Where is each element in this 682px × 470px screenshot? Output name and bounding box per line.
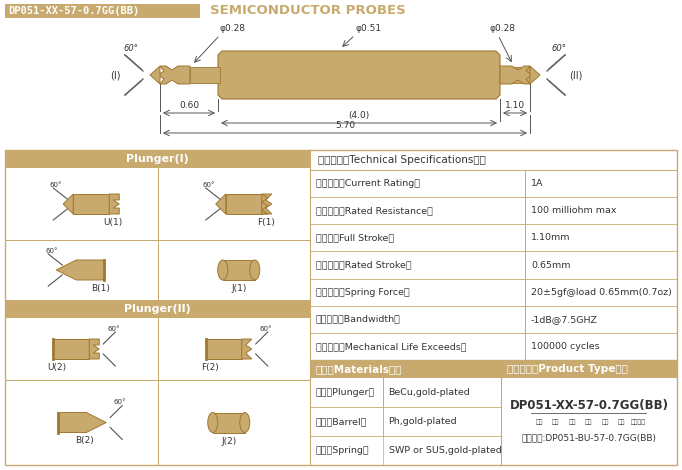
Polygon shape <box>53 339 89 359</box>
Text: 60°: 60° <box>107 326 119 332</box>
Text: 100 milliohm max: 100 milliohm max <box>531 206 617 215</box>
Bar <box>310 360 501 378</box>
Bar <box>190 67 220 83</box>
Polygon shape <box>241 339 252 359</box>
Text: F(2): F(2) <box>201 363 219 372</box>
Text: φ0.28: φ0.28 <box>220 24 246 33</box>
Bar <box>5 150 310 168</box>
Text: 额定弹力（Spring Force）: 额定弹力（Spring Force） <box>316 288 410 297</box>
Text: F(1): F(1) <box>257 218 275 227</box>
Text: 60°: 60° <box>114 400 126 406</box>
Text: 系列: 系列 <box>535 419 543 424</box>
Text: 总长: 总长 <box>585 419 593 424</box>
Polygon shape <box>226 194 262 214</box>
Ellipse shape <box>240 413 250 432</box>
Text: 20±5gf@load 0.65mm(0.7oz): 20±5gf@load 0.65mm(0.7oz) <box>531 288 672 297</box>
Text: Ph,gold-plated: Ph,gold-plated <box>389 417 457 426</box>
Text: 0.60: 0.60 <box>179 101 199 110</box>
FancyBboxPatch shape <box>5 150 677 465</box>
Text: 60°: 60° <box>259 326 272 332</box>
Polygon shape <box>158 66 190 84</box>
Text: 头型: 头型 <box>569 419 576 424</box>
Polygon shape <box>262 194 271 214</box>
Ellipse shape <box>218 260 228 280</box>
Text: 60°: 60° <box>552 44 567 53</box>
Polygon shape <box>206 339 241 359</box>
Text: 60°: 60° <box>50 182 63 188</box>
Text: U(2): U(2) <box>48 363 67 372</box>
Ellipse shape <box>208 413 218 432</box>
Text: 5.70: 5.70 <box>335 121 355 130</box>
Text: SWP or SUS,gold-plated: SWP or SUS,gold-plated <box>389 446 501 455</box>
Text: BeCu,gold-plated: BeCu,gold-plated <box>389 388 471 397</box>
Text: SEMICONDUCTOR PROBES: SEMICONDUCTOR PROBES <box>210 5 406 17</box>
Text: B(1): B(1) <box>91 284 110 293</box>
Polygon shape <box>213 413 245 432</box>
Text: 成品型号（Product Type）：: 成品型号（Product Type）： <box>507 364 627 374</box>
Text: 弹力: 弹力 <box>602 419 609 424</box>
Text: (4.0): (4.0) <box>349 111 370 120</box>
Polygon shape <box>530 66 540 84</box>
Text: (I): (I) <box>110 70 121 80</box>
Text: φ0.51: φ0.51 <box>355 24 381 33</box>
Text: 订购举例:DP051-BU-57-0.7GG(BB): 订购举例:DP051-BU-57-0.7GG(BB) <box>522 433 656 442</box>
Text: 0.65mm: 0.65mm <box>531 260 571 269</box>
Text: 弹簧（Spring）: 弹簧（Spring） <box>316 446 370 455</box>
Text: (II): (II) <box>569 70 582 80</box>
Polygon shape <box>109 194 119 214</box>
Polygon shape <box>56 260 104 280</box>
Text: Plunger(I): Plunger(I) <box>126 154 189 164</box>
Polygon shape <box>58 413 106 432</box>
Bar <box>5 300 310 318</box>
Polygon shape <box>223 260 255 280</box>
Polygon shape <box>218 51 500 99</box>
Text: 1.10: 1.10 <box>505 101 525 110</box>
Text: 60°: 60° <box>123 44 138 53</box>
Polygon shape <box>216 194 226 214</box>
Text: 频率带宽（Bandwidth）: 频率带宽（Bandwidth） <box>316 315 401 324</box>
Text: 额定电限（Rated Resistance）: 额定电限（Rated Resistance） <box>316 206 433 215</box>
Text: 镍金: 镍金 <box>618 419 625 424</box>
Text: 针管（Barrel）: 针管（Barrel） <box>316 417 368 426</box>
Text: 规格: 规格 <box>552 419 560 424</box>
Text: J(1): J(1) <box>231 284 246 293</box>
Text: 针头（Plunger）: 针头（Plunger） <box>316 388 375 397</box>
Text: 针头材质: 针头材质 <box>631 419 646 424</box>
Text: 1A: 1A <box>531 179 544 188</box>
Ellipse shape <box>250 260 260 280</box>
FancyBboxPatch shape <box>5 4 200 18</box>
Text: U(1): U(1) <box>104 218 123 227</box>
Text: -1dB@7.5GHZ: -1dB@7.5GHZ <box>531 315 598 324</box>
Polygon shape <box>89 339 100 359</box>
Text: J(2): J(2) <box>221 437 237 446</box>
Text: 满行程（Full Stroke）: 满行程（Full Stroke） <box>316 234 394 243</box>
Text: 100000 cycles: 100000 cycles <box>531 342 599 351</box>
Text: B(2): B(2) <box>75 437 93 446</box>
Polygon shape <box>63 194 73 214</box>
Text: 额定行程（Rated Stroke）: 额定行程（Rated Stroke） <box>316 260 412 269</box>
Polygon shape <box>150 66 160 84</box>
Text: 技术要求（Technical Specifications）：: 技术要求（Technical Specifications）： <box>318 155 486 165</box>
Text: 材质（Materials）：: 材质（Materials）： <box>316 364 402 374</box>
Polygon shape <box>500 66 532 84</box>
Polygon shape <box>73 194 109 214</box>
Bar <box>500 67 530 83</box>
Text: Plunger(II): Plunger(II) <box>124 304 191 314</box>
Text: 1.10mm: 1.10mm <box>531 234 571 243</box>
Text: φ0.28: φ0.28 <box>490 24 516 33</box>
Text: DP051-XX-57-0.7GG(BB): DP051-XX-57-0.7GG(BB) <box>8 6 139 16</box>
Text: 60°: 60° <box>203 182 215 188</box>
Text: 额定电流（Current Rating）: 额定电流（Current Rating） <box>316 179 420 188</box>
Bar <box>501 360 677 378</box>
Text: 测试寿命（Mechanical Life Exceeds）: 测试寿命（Mechanical Life Exceeds） <box>316 342 466 351</box>
Text: 60°: 60° <box>45 248 57 254</box>
Text: DP051-XX-57-0.7GG(BB): DP051-XX-57-0.7GG(BB) <box>509 400 668 413</box>
